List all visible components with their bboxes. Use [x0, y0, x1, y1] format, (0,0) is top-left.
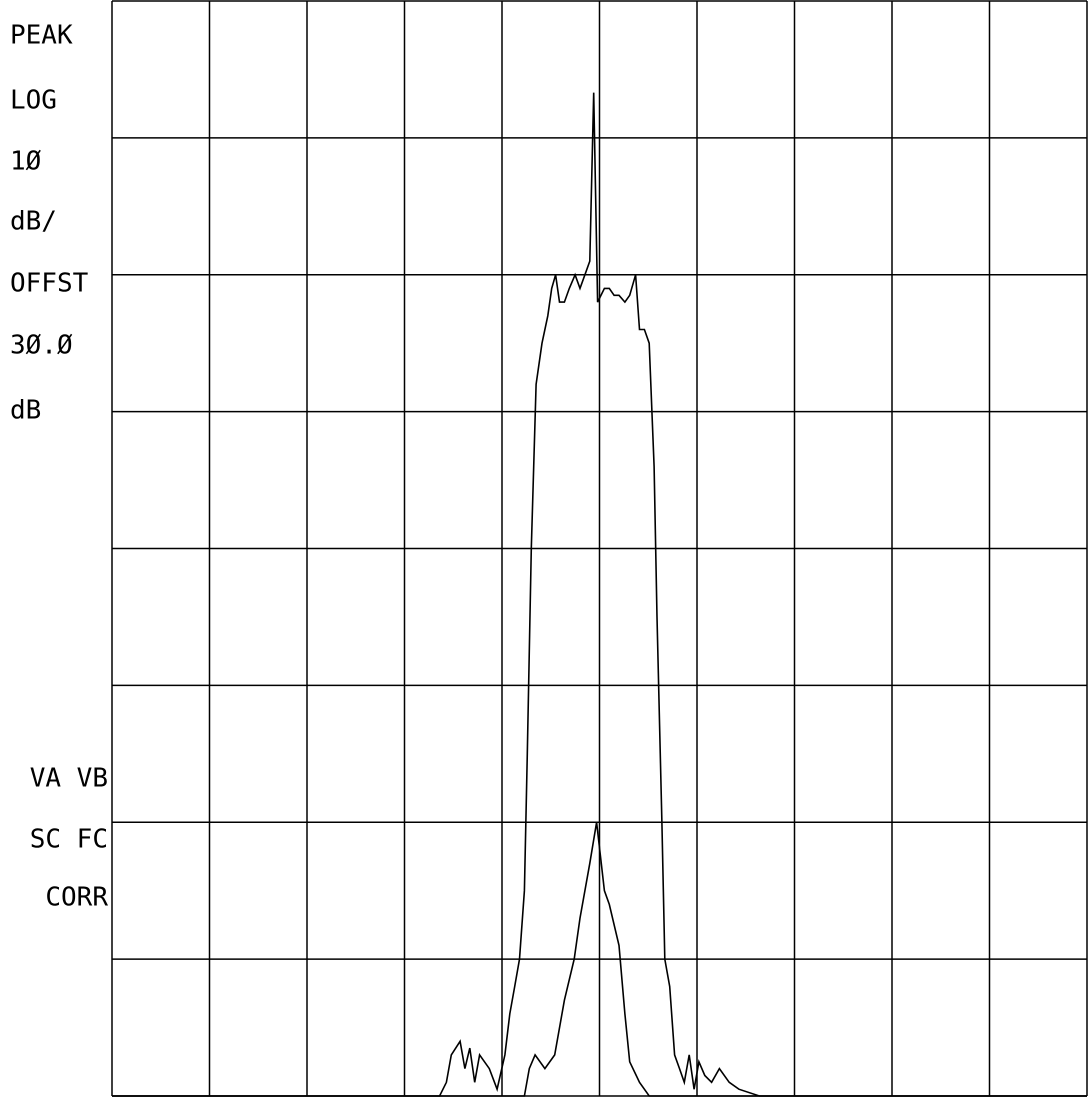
annotation: PEAK — [10, 21, 73, 51]
trace — [112, 92, 1087, 1097]
annotation: SC FC — [30, 825, 108, 855]
annotation: 3Ø.Ø — [10, 331, 73, 361]
annotation: CORR — [45, 883, 108, 913]
annotation: 1Ø — [10, 147, 42, 177]
trace — [112, 822, 1087, 1097]
annotation: dB — [10, 396, 41, 426]
annotation: VA VB — [30, 764, 108, 794]
annotation: OFFST — [10, 269, 89, 299]
annotation: LOG — [10, 86, 57, 116]
annotation: dB/ — [10, 207, 57, 237]
